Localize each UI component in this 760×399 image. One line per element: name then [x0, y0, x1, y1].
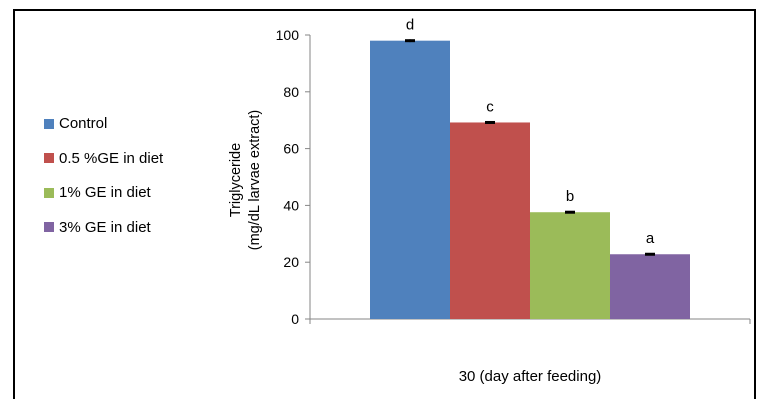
legend-label-0-5-ge: 0.5 %GE in diet — [59, 149, 164, 167]
data-label: b — [566, 188, 574, 205]
bar — [370, 40, 450, 320]
y-tick-label: 20 — [283, 254, 299, 270]
error-cap — [645, 252, 655, 256]
data-label: a — [646, 230, 655, 247]
y-tick-label: 40 — [283, 197, 299, 213]
legend-swatch-1-ge — [44, 187, 54, 198]
y-tick-label: 80 — [283, 84, 299, 100]
y-tick-label: 100 — [276, 27, 300, 43]
legend-item-control: Control — [44, 112, 163, 135]
legend-label-1-ge: 1% GE in diet — [59, 184, 151, 201]
legend-swatch-0-5-ge — [44, 153, 54, 163]
legend-swatch-control — [44, 118, 54, 129]
legend-item-1-ge: 1% GE in diet — [44, 181, 163, 204]
y-tick-label: 60 — [283, 141, 299, 157]
legend-label-control: Control — [59, 115, 108, 132]
data-label: d — [406, 17, 414, 34]
error-cap — [405, 39, 415, 43]
bar — [530, 212, 610, 319]
y-tick-label: 0 — [291, 311, 299, 327]
legend: Control 0.5 %GE in diet 1% GE in diet 3%… — [44, 112, 163, 250]
legend-label-3-ge: 3% GE in diet — [59, 218, 151, 236]
legend-item-0-5-ge: 0.5 %GE in diet — [44, 147, 163, 170]
bar — [610, 254, 690, 319]
error-cap — [485, 120, 495, 124]
legend-swatch-3-ge — [44, 222, 54, 232]
y-axis-label-line-1: Triglyceride — [228, 142, 244, 218]
bar — [450, 122, 530, 319]
y-axis-label-line-2: (mg/dL larvae extract) — [247, 109, 263, 251]
error-cap — [565, 210, 575, 214]
x-axis-label: 30 (day after feeding) — [458, 368, 602, 385]
legend-item-3-ge: 3% GE in diet — [44, 216, 163, 239]
data-label: c — [486, 98, 494, 115]
